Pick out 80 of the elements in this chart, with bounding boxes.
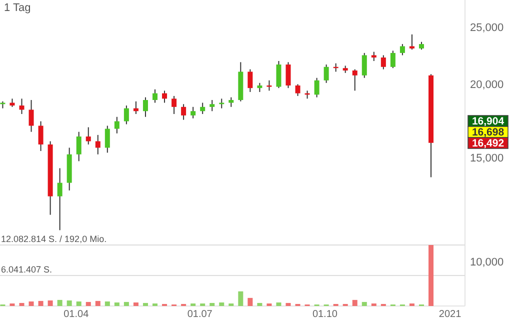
candlestick <box>228 96 234 108</box>
candlestick <box>324 64 329 84</box>
candlestick <box>28 100 34 132</box>
bar <box>114 302 120 306</box>
candlestick <box>104 125 110 154</box>
bar <box>10 303 15 306</box>
bar <box>124 302 129 306</box>
candlestick <box>362 52 367 78</box>
bar <box>142 302 148 306</box>
text: 16,492 <box>472 138 504 150</box>
candlestick <box>276 60 282 89</box>
bar <box>409 303 414 306</box>
candlestick <box>114 116 120 134</box>
bar <box>371 303 376 306</box>
text: 16,904 <box>472 116 504 128</box>
bar <box>19 302 24 306</box>
candlestick <box>314 77 320 98</box>
candlestick <box>257 82 262 92</box>
bar <box>210 302 215 306</box>
bar <box>133 302 138 306</box>
candlestick <box>152 88 158 104</box>
bar <box>286 302 291 306</box>
bar <box>66 300 72 306</box>
candlestick <box>190 106 196 119</box>
bar <box>190 303 196 306</box>
candlestick <box>390 50 396 69</box>
bar <box>38 300 44 306</box>
bar <box>257 302 262 306</box>
ref-line-label: 6.041.407 S. <box>1 264 52 274</box>
x-tick-label: 01.10 <box>312 309 338 320</box>
candlestick <box>57 168 62 231</box>
candlestick <box>162 90 168 104</box>
candlestick <box>181 104 186 120</box>
candlestick <box>19 98 24 114</box>
y-tick-label: 10,000 <box>470 256 504 268</box>
candlestick <box>210 100 215 112</box>
candlestick <box>380 54 386 70</box>
ref-line-label: 12.082.814 S. / 192,0 Mio. <box>1 234 107 244</box>
candlestick <box>172 95 177 114</box>
bar <box>219 302 224 306</box>
text: 16,698 <box>472 126 504 139</box>
bar <box>152 303 158 306</box>
bar <box>28 301 34 306</box>
chart-subtitle: 1 Tag <box>4 2 31 14</box>
candlestick <box>124 105 129 125</box>
candlestick <box>95 134 100 155</box>
bar <box>266 303 272 306</box>
candlestick <box>142 96 148 118</box>
x-tick-label: 01.07 <box>187 309 213 320</box>
candlestick <box>76 131 82 162</box>
x-tick-label: 01.04 <box>64 309 90 320</box>
bar <box>228 303 234 306</box>
candlestick <box>409 34 414 50</box>
candlestick <box>266 80 272 92</box>
y-tick-label: 25,000 <box>470 22 504 34</box>
bar <box>362 302 367 306</box>
candlestick <box>200 102 206 114</box>
candlestick <box>286 62 291 89</box>
bar <box>95 300 100 306</box>
bar <box>238 291 244 306</box>
bar <box>57 300 62 306</box>
bar <box>200 303 206 306</box>
candlestick <box>38 120 44 152</box>
candlestick <box>86 126 91 145</box>
bar <box>48 300 53 306</box>
bar <box>276 302 282 306</box>
x-tick-label: 2021 <box>438 309 462 320</box>
bar <box>428 245 434 306</box>
candlestick <box>352 68 358 92</box>
candlestick <box>248 68 253 92</box>
candlestick <box>400 44 405 56</box>
y-tick-label: 20,000 <box>470 79 504 92</box>
y-tick-label: 15,000 <box>470 152 504 165</box>
bar <box>352 300 358 306</box>
bar <box>76 301 82 306</box>
bar <box>86 302 91 306</box>
bar <box>248 298 253 306</box>
bar <box>104 301 110 306</box>
candlestick <box>371 51 376 62</box>
candlestick <box>295 84 300 96</box>
